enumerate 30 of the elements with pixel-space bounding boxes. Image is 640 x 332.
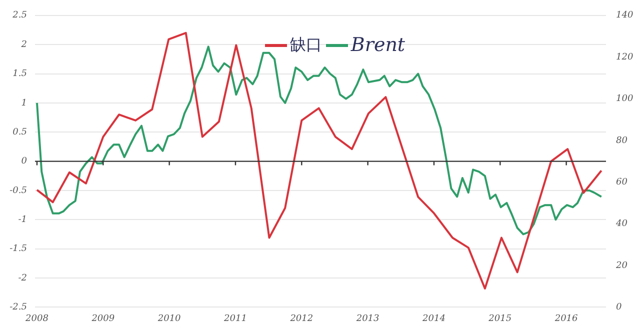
x-tick-label: 2009 [90,314,115,324]
x-tick-label: 2010 [156,314,182,324]
y-tick-label: 1.5 [12,69,28,80]
x-tick-label: 2011 [223,314,247,324]
y2-tick-label: 120 [616,52,634,62]
y-tick-label: -2.5 [10,302,28,313]
y-tick-label: -1 [18,215,27,226]
y-tick-label: -1.5 [10,244,28,254]
y-tick-label: -0.5 [10,186,28,196]
y2-tick-label: 20 [615,260,628,271]
x-tick-label: 2013 [355,314,380,324]
y2-tick-label: 100 [616,94,634,104]
y-tick-label: 2.5 [12,10,28,21]
y2-tick-label: 40 [615,219,628,230]
x-tick-label: 2012 [289,314,314,324]
y-tick-label: 0.5 [12,127,28,138]
x-tick-label: 2008 [24,314,49,324]
x-tick-label: 2014 [422,314,446,324]
y-tick-label: 2 [20,40,28,50]
x-tick-label: 2016 [554,314,578,324]
y2-tick-label: 80 [616,136,628,146]
y-tick-label: -2 [18,273,28,284]
y2-tick-label: 60 [616,177,628,188]
y2-tick-label: 140 [616,10,634,21]
legend-label: 缺口 [290,34,322,56]
y2-tick-label: 0 [616,302,622,313]
x-tick-label: 2015 [488,314,512,324]
legend-label: Brent [350,34,406,56]
y-tick-label: 0 [21,156,28,167]
y-tick-label: 1 [21,98,27,108]
